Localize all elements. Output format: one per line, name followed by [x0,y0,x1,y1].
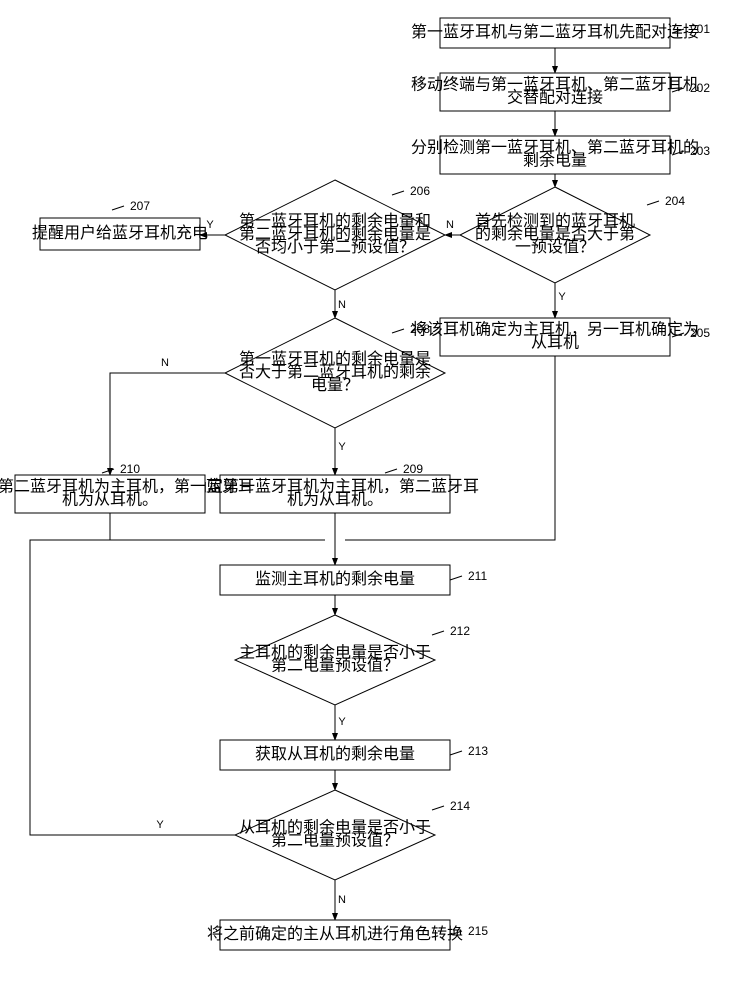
step-label: 211 [468,569,487,583]
node-text: 机为从耳机。 [62,491,158,509]
node-n214: 从耳机的剩余电量是否小于第二电量预设值？214 [235,790,470,880]
node-text: 获取从耳机的剩余电量 [255,744,415,763]
step-label: 204 [665,194,685,208]
step-label: 210 [120,462,140,476]
node-n211: 监测主耳机的剩余电量 211 [220,565,487,595]
edge-label: Y [338,716,346,728]
step-label: 202 [690,81,710,95]
node-n202: 移动终端与第一蓝牙耳机、第二蓝牙耳机交替配对连接202 [411,73,710,111]
step-label: 207 [130,199,150,213]
nodes: 第一蓝牙耳机与第二蓝牙耳机先配对连接201移动终端与第一蓝牙耳机、第二蓝牙耳机交… [0,18,710,950]
edge-label: Y [156,819,164,831]
step-label: 208 [410,322,430,336]
node-n206: 第一蓝牙耳机的剩余电量和第二蓝牙耳机的剩余电量是否均小于第二预设值？206 [225,180,445,290]
edge-label: Y [558,291,566,303]
node-n201: 第一蓝牙耳机与第二蓝牙耳机先配对连接201 [411,18,710,48]
edge-label: N [161,357,169,369]
node-n213: 获取从耳机的剩余电量 213 [220,740,488,770]
node-n210: 确定第二蓝牙耳机为主耳机，第一蓝牙耳机为从耳机。210 [0,462,254,513]
edge [110,513,325,540]
step-label: 212 [450,624,470,638]
step-label: 201 [690,22,710,36]
edge-label: N [338,299,346,311]
node-n205: 将该耳机确定为主耳机，另一耳机确定为从耳机205 [411,318,710,356]
edge-label: N [446,219,454,231]
node-text: 交替配对连接 [507,89,603,107]
node-n204: 首先检测到的蓝牙耳机的剩余电量是否大于第一预设值？204 [460,187,685,283]
node-text: 提醒用户给蓝牙耳机充电 [32,224,208,242]
step-label: 209 [403,462,423,476]
edge-label: Y [338,441,346,453]
node-text: 电量？ [311,376,359,394]
node-text: 一预设值？ [515,238,595,256]
node-text: 第二电量预设值？ [271,657,399,675]
edge-label: N [338,894,346,906]
node-text: 机为从耳机。 [287,491,383,509]
node-text: 否均小于第二预设值？ [255,238,415,256]
node-text: 剩余电量 [523,151,587,170]
node-n212: 主耳机的剩余电量是否小于第二电量预设值？212 [235,615,470,705]
node-text: 从耳机 [531,334,579,352]
step-label: 214 [450,799,470,813]
step-label: 203 [690,144,710,158]
node-n208: 第一蓝牙耳机的剩余电量是否大于第二蓝牙耳机的剩余电量？208 [225,318,445,428]
node-n207: 提醒用户给蓝牙耳机充电 207 [32,199,208,250]
step-label: 213 [468,744,488,758]
node-text: 将之前确定的主从耳机进行角色转换 [207,925,463,943]
step-label: 206 [410,184,430,198]
node-text: 第二电量预设值？ [271,832,399,850]
node-text: 第一蓝牙耳机与第二蓝牙耳机先配对连接 [411,23,699,41]
step-label: 205 [690,326,710,340]
node-n215: 将之前确定的主从耳机进行角色转换 215 [207,920,488,950]
node-text: 监测主耳机的剩余电量 [255,569,415,588]
flowchart-canvas: YNYNYNYNY第一蓝牙耳机与第二蓝牙耳机先配对连接201移动终端与第一蓝牙耳… [0,0,747,1000]
node-n203: 分别检测第一蓝牙耳机、第二蓝牙耳机的剩余电量203 [411,136,710,174]
edge [110,373,225,475]
step-label: 215 [468,924,488,938]
